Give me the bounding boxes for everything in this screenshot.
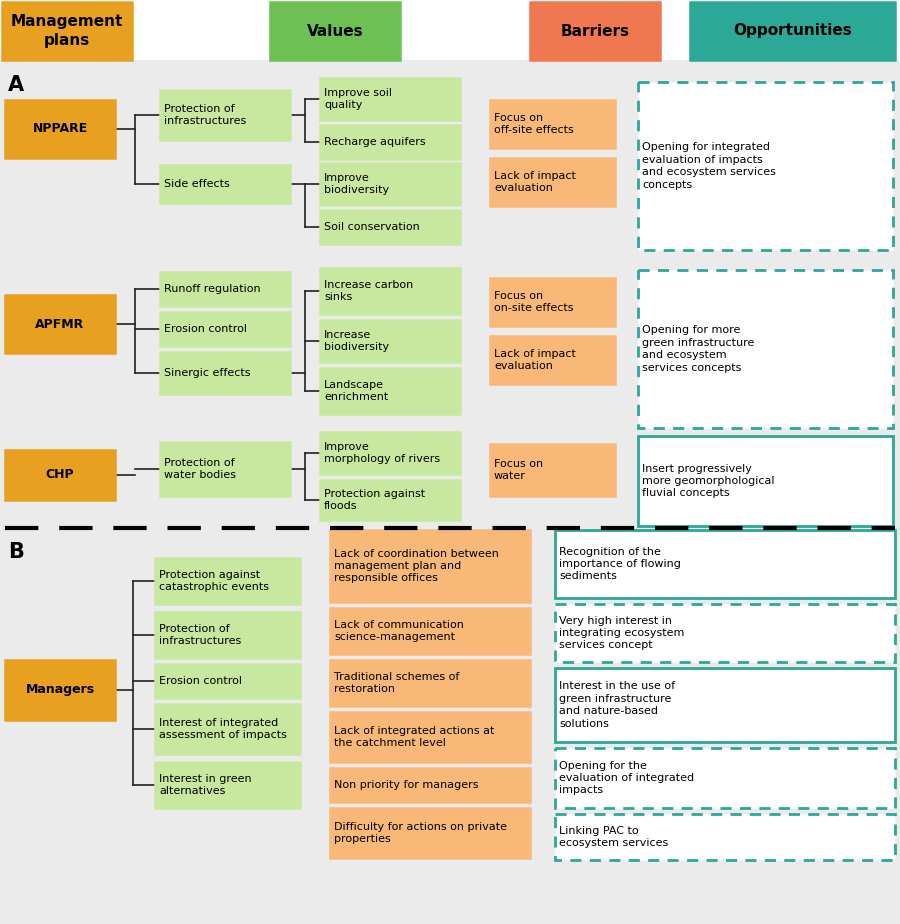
Text: Opportunities: Opportunities xyxy=(734,23,852,39)
Text: Lack of communication
science-management: Lack of communication science-management xyxy=(334,620,464,642)
FancyBboxPatch shape xyxy=(330,608,530,654)
FancyBboxPatch shape xyxy=(555,668,895,742)
Text: Opening for more
green infrastructure
and ecosystem
services concepts: Opening for more green infrastructure an… xyxy=(642,325,754,372)
Text: Insert progressively
more geomorphological
fluvial concepts: Insert progressively more geomorphologic… xyxy=(642,464,775,498)
FancyBboxPatch shape xyxy=(490,100,615,148)
FancyBboxPatch shape xyxy=(330,808,530,858)
FancyBboxPatch shape xyxy=(320,210,460,244)
FancyBboxPatch shape xyxy=(270,2,400,60)
FancyBboxPatch shape xyxy=(0,0,900,60)
Text: Sinergic effects: Sinergic effects xyxy=(164,368,250,378)
FancyBboxPatch shape xyxy=(5,450,115,500)
Text: Focus on
on-site effects: Focus on on-site effects xyxy=(494,291,573,313)
FancyBboxPatch shape xyxy=(555,814,895,860)
Text: Recognition of the
importance of flowing
sediments: Recognition of the importance of flowing… xyxy=(559,547,681,581)
Text: Management
plans: Management plans xyxy=(11,14,123,48)
Text: Improve
biodiversity: Improve biodiversity xyxy=(324,173,389,195)
Text: Barriers: Barriers xyxy=(561,23,629,39)
FancyBboxPatch shape xyxy=(320,432,460,474)
FancyBboxPatch shape xyxy=(638,82,893,250)
FancyBboxPatch shape xyxy=(638,436,893,526)
Text: Linking PAC to
ecosystem services: Linking PAC to ecosystem services xyxy=(559,826,668,848)
Text: Lack of integrated actions at
the catchment level: Lack of integrated actions at the catchm… xyxy=(334,725,494,748)
Text: Side effects: Side effects xyxy=(164,179,230,189)
Text: Values: Values xyxy=(307,23,364,39)
Text: NPPARE: NPPARE xyxy=(32,123,87,136)
FancyBboxPatch shape xyxy=(555,604,895,662)
FancyBboxPatch shape xyxy=(330,660,530,706)
FancyBboxPatch shape xyxy=(330,712,530,762)
FancyBboxPatch shape xyxy=(155,704,300,754)
Text: Improve soil
quality: Improve soil quality xyxy=(324,88,392,110)
FancyBboxPatch shape xyxy=(0,62,900,524)
FancyBboxPatch shape xyxy=(160,272,290,306)
FancyBboxPatch shape xyxy=(330,768,530,802)
Text: Very high interest in
integrating ecosystem
services concept: Very high interest in integrating ecosys… xyxy=(559,615,684,650)
FancyBboxPatch shape xyxy=(160,90,290,140)
FancyBboxPatch shape xyxy=(155,558,300,604)
Text: Landscape
enrichment: Landscape enrichment xyxy=(324,380,388,402)
FancyBboxPatch shape xyxy=(320,125,460,159)
FancyBboxPatch shape xyxy=(690,2,895,60)
Text: Lack of impact
evaluation: Lack of impact evaluation xyxy=(494,348,576,371)
FancyBboxPatch shape xyxy=(555,748,895,808)
FancyBboxPatch shape xyxy=(320,78,460,120)
FancyBboxPatch shape xyxy=(490,336,615,384)
Text: Interest of integrated
assessment of impacts: Interest of integrated assessment of imp… xyxy=(159,718,287,740)
Text: APFMR: APFMR xyxy=(35,318,85,331)
Text: Traditional schemes of
restoration: Traditional schemes of restoration xyxy=(334,672,459,694)
Text: Protection of
infrastructures: Protection of infrastructures xyxy=(159,624,241,646)
FancyBboxPatch shape xyxy=(155,612,300,658)
Text: Focus on
water: Focus on water xyxy=(494,459,543,481)
FancyBboxPatch shape xyxy=(490,444,615,496)
Text: Runoff regulation: Runoff regulation xyxy=(164,284,261,294)
Text: Non priority for managers: Non priority for managers xyxy=(334,780,479,790)
FancyBboxPatch shape xyxy=(160,165,290,203)
FancyBboxPatch shape xyxy=(155,664,300,698)
FancyBboxPatch shape xyxy=(490,158,615,206)
Text: Interest in green
alternatives: Interest in green alternatives xyxy=(159,773,252,796)
Text: Improve
morphology of rivers: Improve morphology of rivers xyxy=(324,442,440,464)
FancyBboxPatch shape xyxy=(160,442,290,496)
FancyBboxPatch shape xyxy=(638,270,893,428)
FancyBboxPatch shape xyxy=(320,163,460,205)
Text: B: B xyxy=(8,542,24,562)
Text: Lack of impact
evaluation: Lack of impact evaluation xyxy=(494,171,576,193)
FancyBboxPatch shape xyxy=(0,530,900,920)
FancyBboxPatch shape xyxy=(490,278,615,326)
Text: Lack of coordination between
management plan and
responsible offices: Lack of coordination between management … xyxy=(334,549,499,583)
Text: Focus on
off-site effects: Focus on off-site effects xyxy=(494,113,574,135)
Text: CHP: CHP xyxy=(46,468,75,481)
Text: Interest in the use of
green infrastructure
and nature-based
solutions: Interest in the use of green infrastruct… xyxy=(559,681,675,729)
FancyBboxPatch shape xyxy=(2,2,132,60)
FancyBboxPatch shape xyxy=(5,295,115,353)
Text: Managers: Managers xyxy=(25,684,94,697)
Text: Protection of
infrastructures: Protection of infrastructures xyxy=(164,103,247,127)
FancyBboxPatch shape xyxy=(160,352,290,394)
FancyBboxPatch shape xyxy=(155,762,300,808)
FancyBboxPatch shape xyxy=(5,100,115,158)
FancyBboxPatch shape xyxy=(555,530,895,598)
FancyBboxPatch shape xyxy=(160,312,290,346)
Text: Increase carbon
sinks: Increase carbon sinks xyxy=(324,280,413,302)
FancyBboxPatch shape xyxy=(320,268,460,314)
Text: Erosion control: Erosion control xyxy=(164,324,247,334)
Text: Opening for the
evaluation of integrated
impacts: Opening for the evaluation of integrated… xyxy=(559,760,694,796)
FancyBboxPatch shape xyxy=(320,320,460,362)
Text: Protection of
water bodies: Protection of water bodies xyxy=(164,457,236,480)
FancyBboxPatch shape xyxy=(320,480,460,520)
Text: Difficulty for actions on private
properties: Difficulty for actions on private proper… xyxy=(334,821,507,845)
Text: Recharge aquifers: Recharge aquifers xyxy=(324,137,426,147)
FancyBboxPatch shape xyxy=(530,2,660,60)
FancyBboxPatch shape xyxy=(5,660,115,720)
Text: Erosion control: Erosion control xyxy=(159,676,242,686)
Text: Soil conservation: Soil conservation xyxy=(324,222,419,232)
Text: A: A xyxy=(8,75,24,95)
Text: Protection against
floods: Protection against floods xyxy=(324,489,425,511)
FancyBboxPatch shape xyxy=(320,368,460,414)
Text: Opening for integrated
evaluation of impacts
and ecosystem services
concepts: Opening for integrated evaluation of imp… xyxy=(642,142,776,189)
FancyBboxPatch shape xyxy=(330,530,530,602)
Text: Protection against
catastrophic events: Protection against catastrophic events xyxy=(159,570,269,592)
Text: Increase
biodiversity: Increase biodiversity xyxy=(324,330,389,352)
